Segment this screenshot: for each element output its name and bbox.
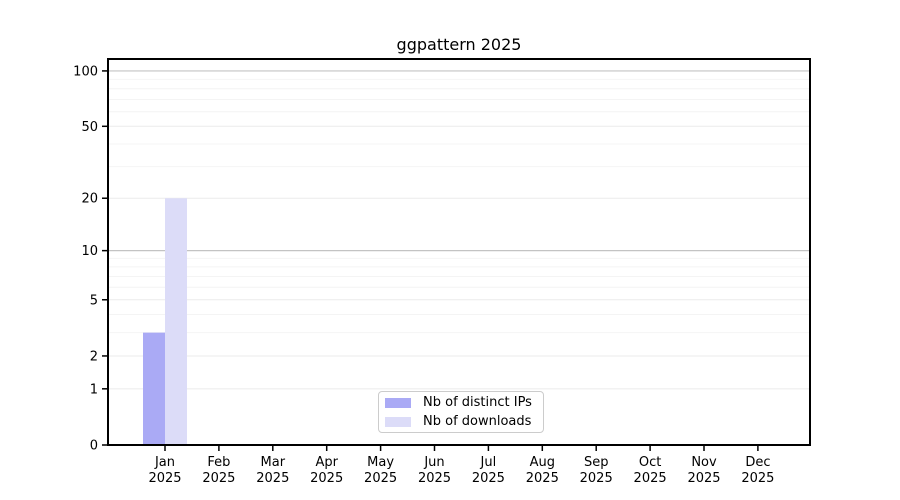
x-tick-label-year: 2025 [526,471,559,486]
x-tick-label-month: Oct [639,455,661,470]
x-tick-label-month: Apr [315,455,338,470]
x-tick-label-month: Nov [691,455,717,470]
x-tick-label-month: Jan [154,455,175,470]
x-tick-label-month: Aug [530,455,555,470]
x-tick-label-year: 2025 [364,471,397,486]
y-tick-label: 50 [81,120,98,135]
y-tick-label: 100 [73,64,98,79]
x-tick-label-month: Mar [261,455,286,470]
chart-title: ggpattern 2025 [396,35,522,54]
x-tick-label-month: Sep [584,455,609,470]
legend-swatch-distinct-ips [385,397,411,408]
x-tick-label-year: 2025 [418,471,451,486]
x-tick-label-month: Feb [207,455,230,470]
legend-label-downloads: Nb of downloads [423,414,532,429]
legend-label-distinct-ips: Nb of distinct IPs [423,395,532,410]
x-tick-label-year: 2025 [148,471,181,486]
x-tick-label-month: May [367,455,394,470]
x-tick-label-year: 2025 [687,471,720,486]
x-tick-label-year: 2025 [741,471,774,486]
x-tick-label-month: Jun [423,455,444,470]
plot-border [107,58,811,446]
legend-swatch-downloads [385,416,411,427]
x-tick-label-year: 2025 [580,471,613,486]
y-tick-label: 10 [81,244,98,259]
x-tick-label-year: 2025 [310,471,343,486]
x-tick-label-year: 2025 [202,471,235,486]
legend-item-distinct-ips: Nb of distinct IPs [385,395,543,411]
y-tick-label: 5 [90,293,98,308]
x-tick-label-month: Dec [745,455,770,470]
y-tick-label: 2 [90,349,98,364]
x-tick-label-year: 2025 [472,471,505,486]
x-tick-label-month: Jul [480,455,497,470]
x-tick-label-year: 2025 [634,471,667,486]
bar-jan-downloads [165,198,187,445]
x-tick-label-year: 2025 [256,471,289,486]
legend: Nb of distinct IPs Nb of downloads [378,391,544,433]
legend-item-downloads: Nb of downloads [385,414,543,430]
bar-jan-distinct-ips [143,332,165,445]
y-tick-label: 0 [90,439,98,454]
y-tick-label: 1 [90,382,98,397]
y-tick-label: 20 [81,192,98,207]
